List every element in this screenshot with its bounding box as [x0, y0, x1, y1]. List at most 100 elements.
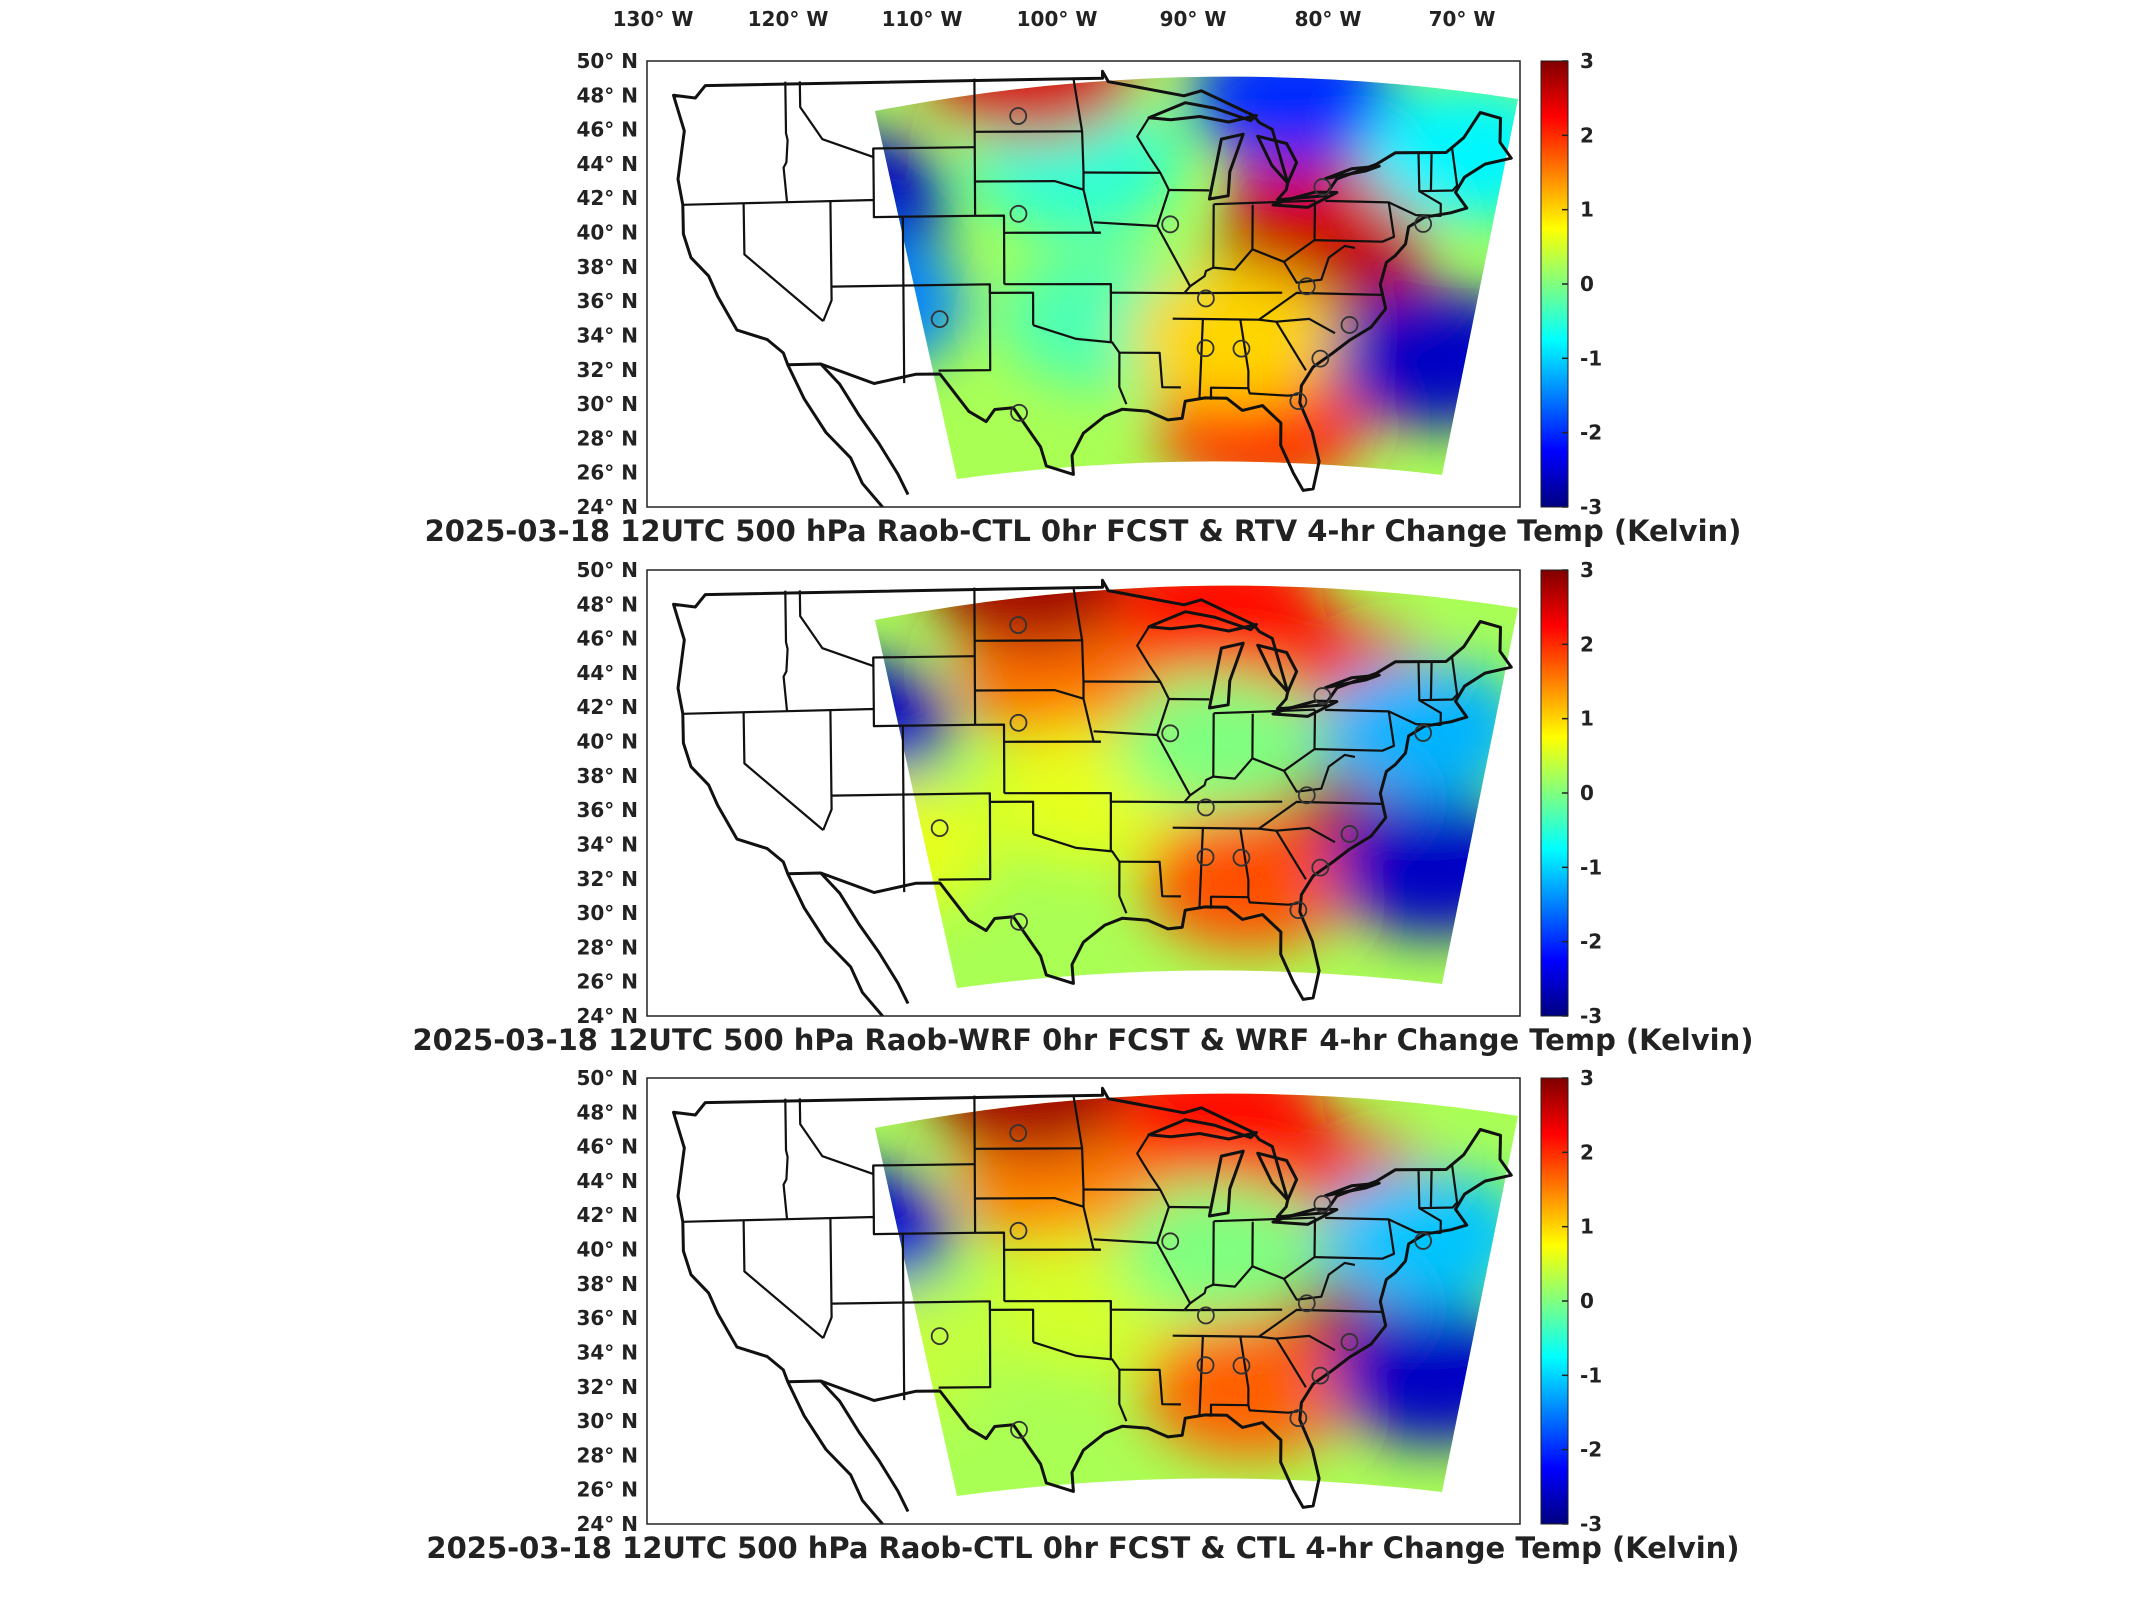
state-border	[1213, 204, 1254, 271]
state-border	[901, 725, 906, 893]
raob-station-marker	[1232, 848, 1251, 867]
lat-label: 28° N	[576, 426, 638, 450]
raob-station-marker	[930, 310, 949, 329]
state-border	[1429, 152, 1433, 192]
state-border	[974, 180, 1084, 191]
raob-station-marker	[1196, 1356, 1215, 1375]
colorbar-tick-label: 0	[1580, 272, 1594, 296]
field-anomaly	[1189, 76, 1400, 168]
map-frame	[646, 569, 1521, 1017]
lat-label: 36° N	[576, 798, 638, 822]
state-border	[974, 689, 1084, 700]
field-anomaly	[875, 233, 966, 374]
map-panels: 50° N 48° N 46° N 44° N 42° N 40° N 38° N 36° N…	[412, 49, 1753, 1565]
colorbar-tick-label: 3	[1580, 49, 1594, 73]
raob-station-marker	[1009, 1124, 1028, 1142]
lat-label: 28° N	[576, 935, 638, 959]
lat-label: 30° N	[576, 901, 638, 925]
mexico-coastline	[819, 1379, 910, 1513]
lat-label: 50° N	[576, 558, 638, 582]
lat-label: 36° N	[576, 289, 638, 313]
lat-label: 50° N	[576, 49, 638, 73]
lon-label: 90° W	[1160, 7, 1227, 31]
colorbar-tick-label: 2	[1580, 1140, 1594, 1164]
state-border	[742, 202, 824, 322]
map-panel: 50° N 48° N 46° N 44° N 42° N 40° N 38° N 36° N…	[426, 1066, 1739, 1565]
state-border	[822, 1217, 833, 1339]
field-anomaly	[927, 76, 1138, 140]
field-anomaly	[875, 1283, 995, 1424]
map-frame	[646, 1077, 1521, 1525]
lon-label: 80° W	[1295, 7, 1362, 31]
state-border	[1032, 324, 1128, 405]
state-border	[1119, 1368, 1181, 1406]
colorbar-tick-label: 3	[1580, 558, 1594, 582]
state-border	[1198, 827, 1204, 907]
raob-station-marker	[1289, 392, 1308, 410]
state-border	[938, 1301, 992, 1389]
state-border	[1251, 200, 1317, 263]
great-lake	[1147, 101, 1258, 124]
great-lake	[1207, 1149, 1245, 1218]
mexico-coastline	[786, 364, 885, 507]
raob-station-marker	[1010, 912, 1028, 931]
lat-label: 44° N	[576, 152, 638, 176]
map-panel: 50° N 48° N 46° N 44° N 42° N 40° N 38° N 36° N…	[425, 49, 1742, 548]
raob-station-marker	[1297, 786, 1316, 805]
lat-label: 46° N	[576, 1135, 638, 1159]
lat-label: 26° N	[576, 461, 638, 485]
raob-station-marker	[1196, 848, 1215, 867]
state-border	[1276, 317, 1336, 335]
raob-station-marker	[1161, 215, 1180, 234]
state-border	[973, 587, 1006, 794]
temperature-field	[875, 585, 1518, 988]
lat-label: 26° N	[576, 1478, 638, 1502]
state-border	[782, 81, 789, 202]
great-lake	[1256, 134, 1299, 185]
panel-title: 2025-03-18 12UTC 500 hPa Raob-CTL 0hr FC…	[425, 514, 1742, 548]
lat-label: 36° N	[576, 1306, 638, 1330]
colorbar-tick-label: 1	[1580, 198, 1594, 222]
state-border	[1388, 660, 1442, 726]
state-border	[901, 216, 906, 384]
state-border	[1283, 753, 1356, 793]
state-border	[682, 1215, 976, 1236]
state-border	[1283, 244, 1356, 284]
lat-label: 38° N	[576, 255, 638, 279]
lat-label: 34° N	[576, 1340, 638, 1364]
field-anomaly	[1330, 797, 1518, 938]
raob-station-marker	[1161, 724, 1180, 743]
field-anomaly	[1330, 1305, 1518, 1446]
lon-label: 130° W	[613, 7, 694, 31]
map-frame	[646, 60, 1521, 508]
state-border	[1419, 147, 1459, 193]
state-border	[742, 711, 824, 831]
colorbar-tick-label: 2	[1580, 123, 1594, 147]
state-border	[1314, 1216, 1396, 1260]
state-border	[1276, 826, 1336, 844]
state-border	[938, 793, 992, 881]
lon-label: 100° W	[1017, 7, 1098, 31]
raob-station-marker	[1232, 1356, 1251, 1375]
raob-station-marker	[1340, 1333, 1359, 1351]
raob-station-marker	[1009, 713, 1028, 732]
raob-station-marker	[1414, 215, 1433, 233]
mexico-coastline	[819, 362, 910, 496]
state-border	[1388, 1168, 1442, 1234]
lat-label: 50° N	[576, 1066, 638, 1090]
lat-label: 32° N	[576, 1375, 638, 1399]
field-anomaly	[1318, 1167, 1518, 1308]
state-border	[1276, 1334, 1336, 1352]
raob-station-marker	[1196, 339, 1215, 358]
state-border	[1213, 713, 1254, 780]
map-panel: 50° N 48° N 46° N 44° N 42° N 40° N 38° N 36° N…	[412, 558, 1753, 1057]
colorbar-tick-label: 0	[1580, 1289, 1594, 1313]
field-anomaly	[927, 1093, 1138, 1157]
great-lake	[1323, 1181, 1381, 1198]
field-anomaly	[875, 775, 995, 916]
state-border	[822, 200, 833, 322]
colorbar-tick-label: -3	[1580, 1512, 1602, 1536]
raob-station-marker	[1196, 798, 1215, 817]
state-border	[798, 1098, 975, 1176]
